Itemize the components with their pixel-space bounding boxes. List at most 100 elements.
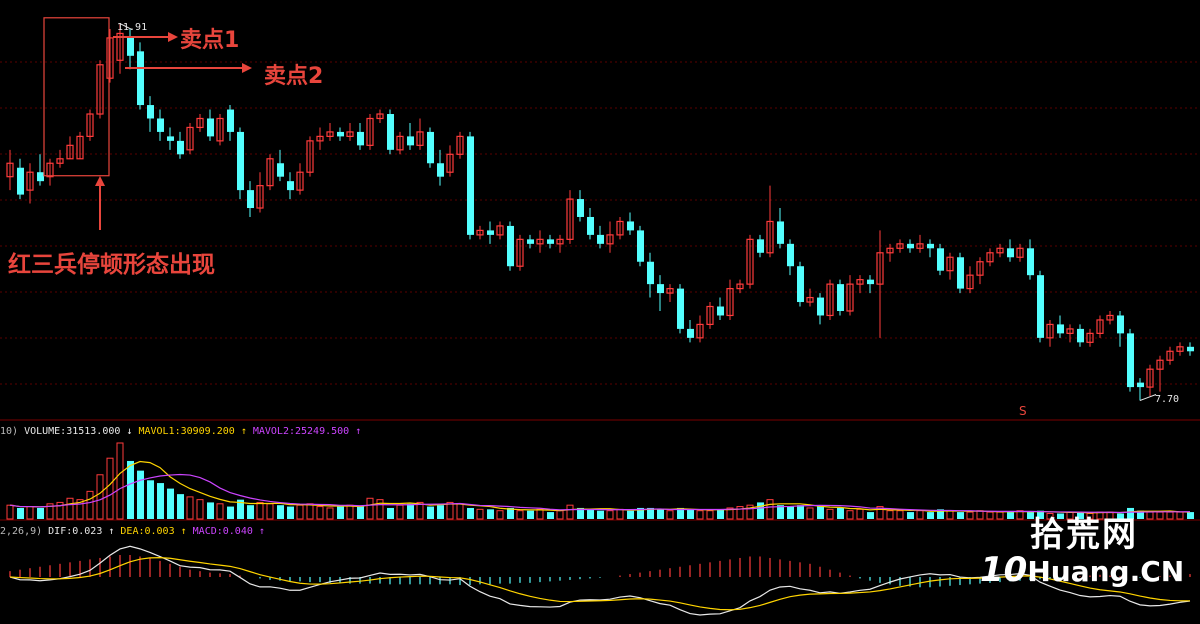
volume-bar [287, 506, 294, 519]
candle-body [1106, 314, 1114, 321]
volume-bar [96, 474, 104, 520]
volume-bar [896, 510, 904, 520]
volume-bar [696, 510, 704, 520]
volume-bar [577, 507, 584, 519]
candle-body [806, 296, 814, 303]
candle-body [147, 105, 154, 119]
candle-body [1037, 275, 1044, 338]
volume-bar [976, 510, 984, 520]
volume-bar [1016, 510, 1024, 520]
candle-body [787, 243, 794, 267]
volume-bar [927, 512, 934, 519]
volume-bar [657, 509, 664, 519]
volume-bar [237, 499, 244, 519]
volume-bar [256, 501, 264, 520]
volume-bar [316, 506, 324, 520]
high-price-label: 11.91 [117, 22, 148, 33]
mavol2-line [9, 473, 1191, 514]
candle-body [496, 225, 504, 236]
volume-bar [266, 503, 274, 520]
volume-bar [1176, 511, 1184, 520]
volume-bar [326, 507, 334, 520]
s-signal-marker: S [1019, 404, 1027, 418]
candle-body [717, 306, 724, 316]
candle-body [106, 37, 114, 79]
candle-body [167, 136, 174, 141]
candle-body [1176, 346, 1184, 352]
high-marker [119, 23, 133, 31]
candle-body [746, 238, 754, 285]
volume-bar [826, 508, 834, 520]
dif-line [9, 545, 1191, 616]
candle-body [556, 238, 564, 245]
volume-bar [106, 457, 114, 520]
candle-body [6, 162, 14, 178]
candle-body [227, 109, 234, 132]
candle-body [296, 171, 304, 191]
candle-body [1156, 359, 1164, 370]
volume-bar [566, 504, 574, 520]
candle-body [1057, 324, 1064, 334]
pattern-arrowhead [95, 176, 105, 186]
volume-bar [666, 510, 674, 520]
mavol2-value: MAVOL2:25249.500 ↑ [252, 426, 362, 437]
volume-bar [837, 507, 844, 519]
candle-body [1077, 328, 1084, 343]
candle-body [1137, 382, 1144, 388]
volume-bar [966, 511, 974, 520]
volume-bar [856, 508, 864, 520]
volume-bar [227, 506, 234, 519]
candle-body [687, 328, 694, 338]
candle-body [306, 140, 314, 173]
volume-bar [846, 510, 854, 520]
candle-body [996, 247, 1004, 254]
candle-body [476, 229, 484, 236]
candle-body [256, 185, 264, 209]
candle-body [876, 252, 884, 285]
dif-value: DIF:0.023 ↑ [48, 526, 115, 537]
candle-body [157, 118, 164, 132]
volume-bar [376, 499, 384, 520]
volume-bar [1117, 513, 1124, 519]
volume-bar [986, 511, 994, 520]
candle-body [116, 32, 124, 61]
candle-body [416, 131, 424, 146]
volume-bar [306, 503, 314, 520]
volume-bar [247, 505, 254, 519]
candle-body [637, 230, 644, 262]
candle-body [606, 234, 614, 245]
dea-value: DEA:0.003 ↑ [120, 526, 187, 537]
candle-body [437, 163, 444, 177]
volume-bar [717, 509, 724, 519]
candle-body [326, 131, 334, 137]
candle-body [766, 220, 774, 254]
candle-body [837, 284, 844, 311]
candle-body [467, 136, 474, 235]
volume-bar [76, 499, 84, 520]
candle-body [507, 225, 514, 267]
volume-bar [687, 509, 694, 519]
candle-body [696, 323, 704, 339]
candle-body [677, 288, 684, 329]
volume-bar [56, 501, 64, 520]
candle-body [846, 283, 854, 312]
pattern-box [43, 17, 110, 177]
volume-bar [277, 505, 284, 519]
candle-body [736, 283, 744, 290]
sell-point-1-label: 卖点1 [180, 28, 240, 53]
candle-body [427, 131, 434, 164]
candle-body [896, 243, 904, 249]
candle-body [237, 131, 244, 191]
volume-bar [157, 483, 164, 519]
volume-bar [127, 460, 134, 519]
volume-bar [496, 510, 504, 520]
candle-body [366, 117, 374, 146]
pattern-label: 红三兵停顿形态出现 [8, 252, 215, 278]
sell-point-2-label: 卖点2 [264, 64, 324, 89]
volume-bar [487, 509, 494, 519]
candle-body [647, 261, 654, 285]
volume-bar [606, 510, 614, 520]
volume-bar [886, 510, 894, 520]
candle-body [957, 257, 964, 289]
